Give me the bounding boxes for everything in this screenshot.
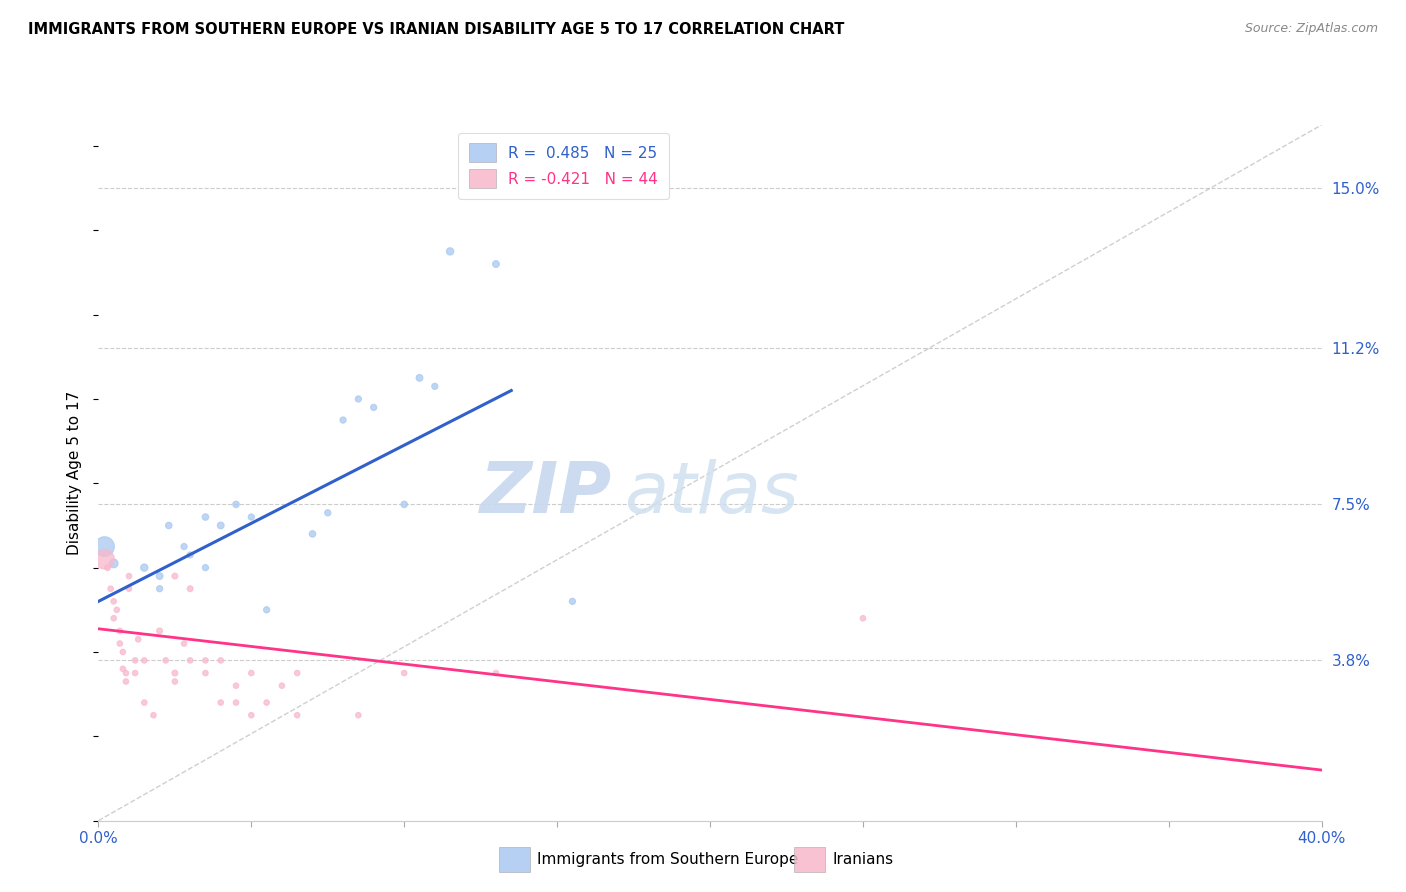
Text: Iranians: Iranians — [832, 853, 893, 867]
Point — [392, 666, 416, 681]
Point — [194, 666, 217, 681]
Point — [97, 560, 120, 574]
Point — [127, 632, 149, 647]
Point — [209, 653, 232, 667]
Point — [439, 244, 461, 259]
Text: Immigrants from Southern Europe: Immigrants from Southern Europe — [537, 853, 799, 867]
Point — [163, 666, 186, 681]
Point — [301, 527, 323, 541]
Point — [852, 611, 875, 625]
Point — [155, 653, 177, 667]
Point — [157, 518, 180, 533]
Point — [179, 548, 201, 562]
Point — [485, 666, 508, 681]
Point — [332, 413, 354, 427]
Point — [194, 510, 217, 524]
Point — [149, 624, 172, 638]
Point — [118, 582, 141, 596]
Point — [225, 497, 247, 511]
Point — [124, 666, 146, 681]
Point — [173, 636, 195, 650]
Point — [194, 653, 217, 667]
Text: atlas: atlas — [624, 459, 799, 528]
Point — [423, 379, 446, 393]
Point — [173, 540, 195, 554]
Point — [408, 371, 430, 385]
Point — [179, 653, 201, 667]
Point — [93, 540, 115, 554]
Point — [392, 497, 416, 511]
Point — [108, 624, 131, 638]
Point — [561, 594, 583, 608]
Point — [240, 510, 263, 524]
Legend: R =  0.485   N = 25, R = -0.421   N = 44: R = 0.485 N = 25, R = -0.421 N = 44 — [458, 133, 669, 199]
Text: IMMIGRANTS FROM SOUTHERN EUROPE VS IRANIAN DISABILITY AGE 5 TO 17 CORRELATION CH: IMMIGRANTS FROM SOUTHERN EUROPE VS IRANI… — [28, 22, 845, 37]
Point — [240, 708, 263, 723]
Point — [256, 696, 278, 710]
Point — [108, 636, 131, 650]
Point — [134, 653, 156, 667]
Point — [209, 518, 232, 533]
Point — [485, 257, 508, 271]
Point — [103, 594, 125, 608]
Point — [225, 679, 247, 693]
Point — [194, 560, 217, 574]
Point — [111, 645, 134, 659]
Point — [163, 674, 186, 689]
Point — [179, 582, 201, 596]
Point — [103, 611, 125, 625]
Point — [256, 603, 278, 617]
Point — [163, 569, 186, 583]
Point — [270, 679, 294, 693]
Point — [100, 582, 122, 596]
Point — [363, 401, 385, 415]
Point — [105, 603, 128, 617]
Text: Source: ZipAtlas.com: Source: ZipAtlas.com — [1244, 22, 1378, 36]
Point — [316, 506, 339, 520]
Point — [347, 392, 370, 406]
Point — [240, 666, 263, 681]
Point — [149, 569, 172, 583]
Y-axis label: Disability Age 5 to 17: Disability Age 5 to 17 — [67, 391, 83, 555]
Point — [142, 708, 165, 723]
Point — [285, 708, 308, 723]
Point — [134, 696, 156, 710]
Point — [111, 662, 134, 676]
Point — [115, 674, 138, 689]
Point — [118, 569, 141, 583]
Point — [115, 666, 138, 681]
Point — [285, 666, 308, 681]
Point — [225, 696, 247, 710]
Text: ZIP: ZIP — [479, 459, 612, 528]
Point — [209, 696, 232, 710]
Point — [149, 582, 172, 596]
Point — [93, 552, 115, 566]
Point — [103, 557, 125, 571]
Point — [347, 708, 370, 723]
Point — [134, 560, 156, 574]
Point — [124, 653, 146, 667]
